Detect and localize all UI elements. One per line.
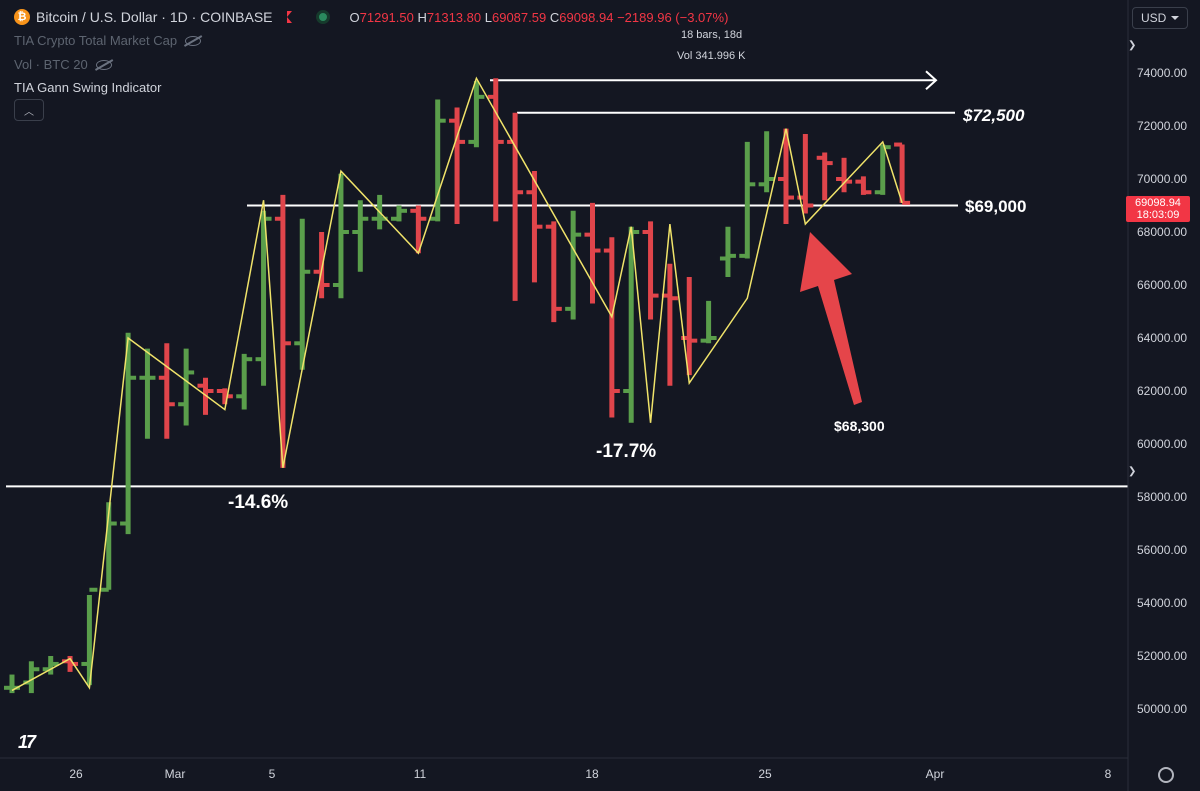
price-tick-label: 50000.00 xyxy=(1137,702,1188,716)
drawdown-label-2: -17.7% xyxy=(596,441,657,462)
scroll-right-icon[interactable]: ❯ xyxy=(1128,466,1137,477)
measure-bars: 18 bars, 18d xyxy=(681,29,743,41)
ohlc-bar xyxy=(681,277,698,376)
price-tick-label: 52000.00 xyxy=(1137,649,1188,663)
ohlc-values: O71291.50 H71313.80 L69087.59 C69098.94 … xyxy=(349,9,729,25)
ohlc-bar xyxy=(410,205,427,254)
settings-gear-icon[interactable] xyxy=(1158,767,1174,783)
collapse-legend-button[interactable]: ︿ xyxy=(14,99,44,121)
ohlc-bar xyxy=(429,99,446,222)
ohlc-bar xyxy=(507,112,524,301)
time-tick-label: 18 xyxy=(585,767,599,781)
indicator-gann-swing[interactable]: TIA Gann Swing Indicator xyxy=(14,80,162,95)
time-tick-label: 8 xyxy=(1104,767,1112,781)
indicator-market-cap[interactable]: TIA Crypto Total Market Cap xyxy=(14,33,202,48)
ohlc-bar xyxy=(197,377,214,415)
ohlc-bar xyxy=(855,176,872,195)
ohlc-bar xyxy=(468,80,485,148)
time-tick-label: Apr xyxy=(925,767,945,781)
bitcoin-logo-icon: ₿ xyxy=(14,9,30,25)
ohlc-bar xyxy=(81,587,98,686)
ohlc-bar xyxy=(758,131,775,193)
horizontal-levels xyxy=(6,70,1128,488)
level-label-69000: $69,000 xyxy=(965,197,1027,216)
ohlc-bar xyxy=(797,133,814,214)
ohlc-bar xyxy=(816,152,833,201)
price-tick-label: 56000.00 xyxy=(1137,543,1188,557)
ohlc-bars xyxy=(4,78,911,694)
annotation-arrow xyxy=(800,232,862,405)
hidden-eye-icon[interactable] xyxy=(185,35,202,46)
price-tick-label: 66000.00 xyxy=(1137,278,1188,292)
ohlc-bar xyxy=(642,221,659,320)
price-tick-label: 68000.00 xyxy=(1137,225,1188,239)
market-status-icon xyxy=(315,10,330,24)
symbol-title[interactable]: Bitcoin / U.S. Dollar · 1D · COINBASE xyxy=(36,9,273,25)
ohlc-bar xyxy=(700,300,717,344)
currency-selector[interactable]: USD xyxy=(1132,7,1188,29)
peak-arrow-head xyxy=(925,70,938,91)
ohlc-bar xyxy=(739,141,756,259)
ohlc-bar xyxy=(178,348,195,426)
ohlc-bar xyxy=(874,144,891,195)
price-tick-label: 70000.00 xyxy=(1137,172,1188,186)
ohlc-bar xyxy=(603,237,620,418)
ohlc-bar xyxy=(391,205,407,222)
low-point-label: $68,300 xyxy=(834,418,885,434)
flag-icon[interactable] xyxy=(286,11,292,23)
price-tick-label: 64000.00 xyxy=(1137,331,1188,345)
ohlc-bar xyxy=(449,107,466,225)
price-tick-label: 74000.00 xyxy=(1137,66,1188,80)
ohlc-bar xyxy=(565,210,582,320)
time-tick-label: 26 xyxy=(69,767,83,781)
ohlc-bar xyxy=(216,388,233,405)
indicator-volume[interactable]: Vol · BTC 20 xyxy=(14,57,112,72)
tradingview-logo[interactable]: 17 xyxy=(18,732,36,752)
ohlc-bar xyxy=(623,226,640,423)
ohlc-bar xyxy=(584,202,601,304)
measure-volume: Vol 341.996 K xyxy=(677,50,746,62)
red-arrow xyxy=(800,232,862,405)
ohlc-bar xyxy=(313,232,330,299)
ohlc-bar xyxy=(236,353,253,410)
price-tick-label: 58000.00 xyxy=(1137,490,1188,504)
drawdown-label-1: -14.6% xyxy=(228,492,289,513)
time-tick-label: 5 xyxy=(268,767,276,781)
swing-line xyxy=(11,76,903,692)
price-tick-label: 54000.00 xyxy=(1137,596,1188,610)
ohlc-bar xyxy=(526,171,543,283)
ohlc-bar xyxy=(332,173,349,299)
ohlc-bar xyxy=(894,142,911,205)
time-tick-label: 11 xyxy=(413,767,427,781)
ohlc-bar xyxy=(352,200,369,272)
time-tick-label: 25 xyxy=(758,767,772,781)
current-price-tag: 69098.94 18:03:09 xyxy=(1126,196,1190,222)
gann-swing-line xyxy=(11,76,903,692)
ohlc-bar xyxy=(836,157,853,193)
ohlc-bar xyxy=(719,226,736,278)
ohlc-bar xyxy=(778,128,794,225)
price-tick-label: 72000.00 xyxy=(1137,119,1188,133)
ohlc-bar xyxy=(487,78,504,222)
ohlc-bar xyxy=(158,343,175,439)
ohlc-bar xyxy=(545,221,562,323)
ohlc-bar xyxy=(255,210,272,386)
price-tick-label: 62000.00 xyxy=(1137,384,1188,398)
scroll-up-icon[interactable]: ❯ xyxy=(1128,40,1137,51)
time-tick-label: Mar xyxy=(164,767,186,781)
ohlc-bar xyxy=(120,332,137,535)
ohlc-bar xyxy=(139,348,156,439)
price-tick-label: 60000.00 xyxy=(1137,437,1188,451)
hidden-eye-icon[interactable] xyxy=(95,59,112,70)
ohlc-bar xyxy=(294,218,311,370)
ohlc-bar xyxy=(274,194,291,468)
symbol-header[interactable]: ₿ Bitcoin / U.S. Dollar · 1D · COINBASE … xyxy=(14,9,728,25)
level-label-72500: $72,500 xyxy=(963,106,1025,125)
